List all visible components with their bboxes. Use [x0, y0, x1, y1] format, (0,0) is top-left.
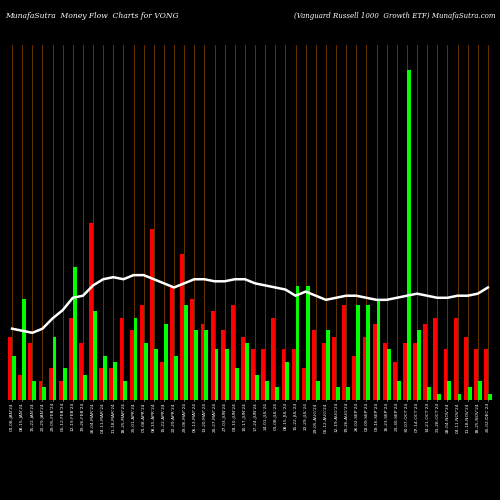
Bar — [376, 298, 380, 400]
Bar — [214, 350, 218, 400]
Bar — [484, 350, 488, 400]
Bar — [272, 318, 276, 400]
Bar — [362, 336, 366, 400]
Bar — [427, 388, 431, 400]
Bar — [292, 350, 296, 400]
Bar — [154, 350, 158, 400]
Bar — [140, 305, 143, 400]
Bar — [100, 368, 103, 400]
Bar — [255, 374, 259, 400]
Bar — [393, 362, 397, 400]
Bar — [114, 362, 117, 400]
Bar — [251, 350, 255, 400]
Bar — [93, 311, 97, 400]
Bar — [59, 381, 62, 400]
Bar — [210, 311, 214, 400]
Bar — [200, 324, 204, 400]
Bar — [103, 356, 107, 400]
Bar — [342, 305, 346, 400]
Bar — [383, 343, 386, 400]
Bar — [144, 343, 148, 400]
Bar — [124, 381, 128, 400]
Bar — [89, 222, 93, 400]
Bar — [184, 305, 188, 400]
Bar — [417, 330, 421, 400]
Bar — [73, 267, 76, 400]
Bar — [302, 368, 306, 400]
Bar — [352, 356, 356, 400]
Bar — [407, 70, 411, 400]
Bar — [276, 388, 279, 400]
Bar — [150, 229, 154, 400]
Bar — [488, 394, 492, 400]
Bar — [282, 350, 286, 400]
Bar — [448, 381, 452, 400]
Bar — [194, 330, 198, 400]
Bar — [286, 362, 290, 400]
Bar — [434, 318, 438, 400]
Bar — [170, 286, 174, 400]
Bar — [69, 318, 73, 400]
Bar — [262, 350, 265, 400]
Bar — [18, 374, 22, 400]
Bar — [474, 350, 478, 400]
Bar — [478, 381, 482, 400]
Bar — [42, 388, 46, 400]
Bar — [22, 298, 26, 400]
Bar — [403, 343, 407, 400]
Bar — [312, 330, 316, 400]
Bar — [366, 305, 370, 400]
Bar — [83, 374, 87, 400]
Bar — [164, 324, 168, 400]
Bar — [160, 362, 164, 400]
Bar — [413, 343, 417, 400]
Bar — [332, 336, 336, 400]
Bar — [235, 368, 238, 400]
Bar — [372, 324, 376, 400]
Bar — [62, 368, 66, 400]
Bar — [231, 305, 235, 400]
Bar — [79, 343, 83, 400]
Text: MunafaSutra  Money Flow  Charts for VONG: MunafaSutra Money Flow Charts for VONG — [5, 12, 178, 20]
Bar — [130, 330, 134, 400]
Bar — [424, 324, 427, 400]
Bar — [38, 381, 42, 400]
Bar — [397, 381, 400, 400]
Bar — [110, 368, 114, 400]
Bar — [224, 350, 228, 400]
Bar — [134, 318, 138, 400]
Bar — [454, 318, 458, 400]
Bar — [48, 368, 52, 400]
Bar — [386, 350, 390, 400]
Bar — [8, 336, 12, 400]
Bar — [241, 336, 245, 400]
Bar — [52, 336, 56, 400]
Bar — [346, 388, 350, 400]
Bar — [32, 381, 36, 400]
Bar — [326, 330, 330, 400]
Bar — [464, 336, 468, 400]
Bar — [438, 394, 441, 400]
Bar — [336, 388, 340, 400]
Bar — [458, 394, 462, 400]
Bar — [180, 254, 184, 400]
Bar — [444, 350, 448, 400]
Bar — [28, 343, 32, 400]
Bar — [221, 330, 224, 400]
Bar — [204, 330, 208, 400]
Bar — [296, 286, 300, 400]
Bar — [316, 381, 320, 400]
Bar — [120, 318, 124, 400]
Text: (Vanguard Russell 1000  Growth ETF) MunafaSutra.com: (Vanguard Russell 1000 Growth ETF) Munaf… — [294, 12, 495, 20]
Bar — [190, 298, 194, 400]
Bar — [174, 356, 178, 400]
Bar — [356, 305, 360, 400]
Bar — [322, 343, 326, 400]
Bar — [306, 286, 310, 400]
Bar — [245, 343, 249, 400]
Bar — [12, 356, 16, 400]
Bar — [265, 381, 269, 400]
Bar — [468, 388, 471, 400]
